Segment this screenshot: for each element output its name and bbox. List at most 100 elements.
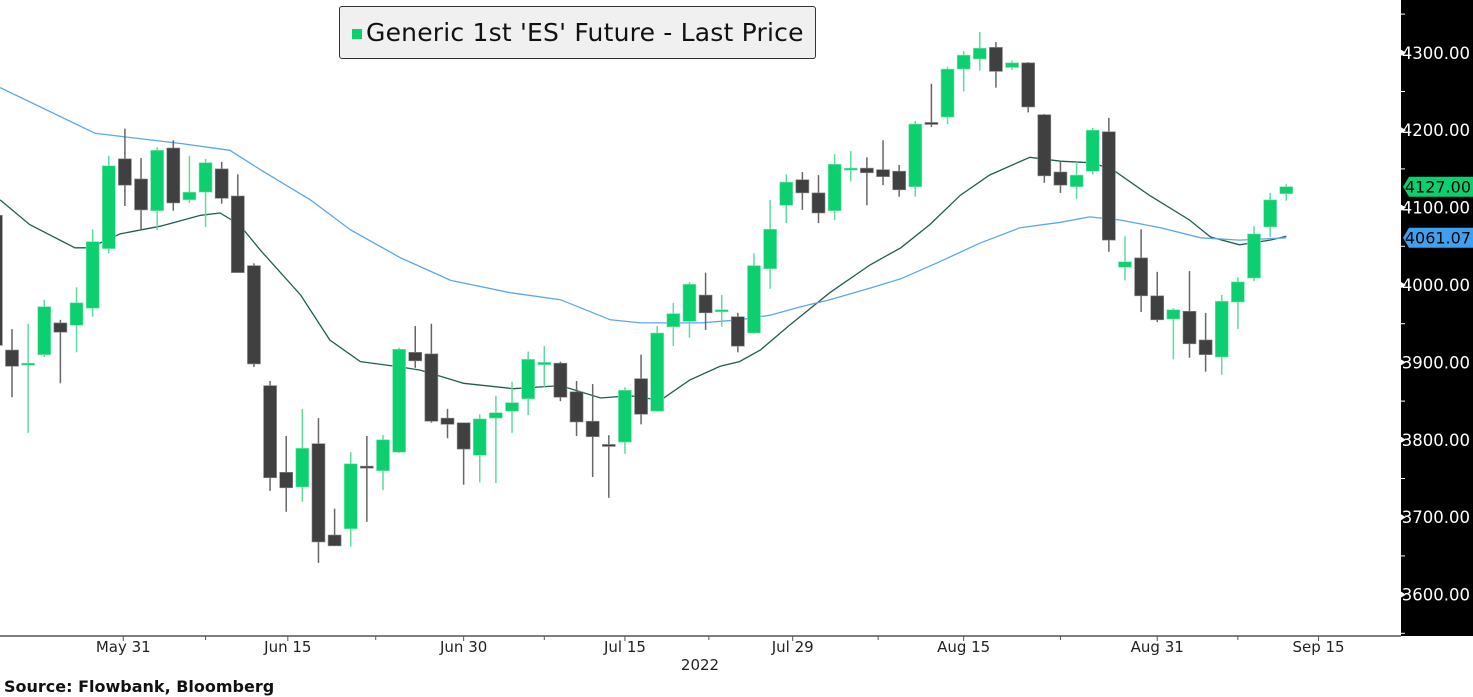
- candle-body: [1150, 295, 1165, 321]
- source-note: Source: Flowbank, Bloomberg: [4, 677, 275, 696]
- badge-shape: [1403, 227, 1473, 248]
- y-tick-marker-icon: [1401, 514, 1406, 521]
- candle-up: [182, 155, 197, 203]
- candle-body: [908, 123, 923, 188]
- candle-down: [263, 380, 277, 491]
- candle-down: [634, 354, 648, 425]
- candle-body: [1231, 281, 1245, 303]
- plot-area: [0, 31, 1294, 563]
- candle-down: [118, 128, 132, 207]
- candle-down: [247, 263, 261, 368]
- candle-up: [956, 51, 971, 92]
- candle-down: [731, 312, 745, 353]
- candle-up: [37, 299, 52, 357]
- candle-down: [408, 326, 423, 368]
- x-tick-label: May 31: [96, 638, 151, 656]
- candle-up: [1118, 236, 1132, 281]
- candle-body: [408, 352, 423, 362]
- candle-up: [747, 253, 761, 334]
- candle-down: [860, 157, 874, 206]
- candle-body: [53, 322, 68, 333]
- ma-long-badge: 4061.07: [1403, 227, 1473, 248]
- candle-up: [505, 381, 519, 433]
- candle-up: [392, 347, 406, 453]
- candle-body: [231, 195, 245, 273]
- candle-body: [1263, 199, 1277, 228]
- badge-shape: [1403, 176, 1473, 197]
- candle-body: [1118, 261, 1132, 268]
- candle-down: [1198, 312, 1213, 372]
- candle-body: [521, 359, 535, 400]
- x-tick-label: Jul 29: [771, 638, 814, 656]
- candle-down: [924, 83, 939, 128]
- candle-up: [21, 323, 35, 433]
- candle-up: [940, 66, 955, 125]
- candle-body: [5, 349, 19, 367]
- candle-up: [376, 435, 390, 491]
- candle-down: [795, 171, 810, 210]
- y-axis: 3600.00 3700.00 3800.00 3900.00 4000.00 4100.…: [1401, 13, 1470, 634]
- candle-up: [843, 151, 858, 182]
- candle-down: [279, 435, 294, 512]
- candle-body: [1021, 62, 1035, 108]
- candle-body: [714, 309, 729, 313]
- candle-up: [521, 351, 535, 416]
- candle-body: [85, 241, 100, 309]
- y-tick-marker-icon: [1401, 359, 1406, 366]
- candle-body: [1085, 129, 1100, 172]
- candle-body: [553, 362, 568, 398]
- candle-down: [1037, 113, 1052, 183]
- candle-body: [279, 472, 294, 489]
- candle-body: [860, 167, 874, 174]
- candle-up: [1005, 60, 1019, 70]
- y-tick-label: 4300.00: [1402, 44, 1470, 63]
- y-tick-label: 4100.00: [1402, 199, 1470, 218]
- y-tick-marker-icon: [1401, 49, 1406, 56]
- candle-down: [360, 435, 374, 522]
- candle-down: [811, 175, 826, 224]
- candle-up: [1069, 161, 1084, 200]
- candle-down: [327, 508, 342, 547]
- candle-body: [972, 47, 987, 60]
- candle-body: [924, 122, 939, 125]
- y-tick-marker-icon: [1401, 127, 1406, 134]
- candle-down: [231, 174, 245, 273]
- candle-body: [666, 313, 681, 328]
- candle-down: [5, 329, 19, 398]
- candle-body: [1102, 131, 1116, 241]
- candle-down: [424, 323, 439, 423]
- candle-body: [1279, 186, 1294, 194]
- candle-down: [456, 422, 471, 485]
- y-tick-label: 4200.00: [1402, 121, 1470, 140]
- candle-body: [1069, 174, 1084, 188]
- candle-up: [472, 414, 487, 483]
- candle-body: [1134, 257, 1148, 297]
- x-tick-label: Aug 31: [1131, 638, 1184, 656]
- candle-body: [1166, 309, 1181, 320]
- y-tick-marker-icon: [1401, 436, 1406, 443]
- candle-body: [1053, 171, 1068, 186]
- candle-down: [440, 408, 455, 439]
- candle-down: [1134, 229, 1148, 313]
- candle-down: [311, 418, 326, 563]
- candle-down: [134, 158, 148, 231]
- candle-up: [650, 326, 665, 412]
- candle-body: [650, 332, 665, 412]
- candle-up: [908, 120, 923, 197]
- candle-body: [747, 265, 761, 334]
- candle-body: [569, 391, 584, 423]
- candle-body: [1037, 114, 1052, 177]
- candle-body: [456, 422, 471, 450]
- price-badges: 4127.00 4061.07: [1403, 176, 1473, 248]
- candle-body: [698, 294, 713, 314]
- x-tick-label: Sep 15: [1292, 638, 1344, 656]
- candle-body: [376, 439, 390, 472]
- candle-down: [166, 140, 181, 211]
- candle-body: [940, 68, 955, 118]
- legend: Generic 1st 'ES' Future - Last Price: [339, 6, 816, 59]
- candle-body: [311, 443, 326, 543]
- candle-body: [392, 348, 406, 453]
- candle-down: [1150, 271, 1165, 323]
- candle-body: [440, 417, 455, 425]
